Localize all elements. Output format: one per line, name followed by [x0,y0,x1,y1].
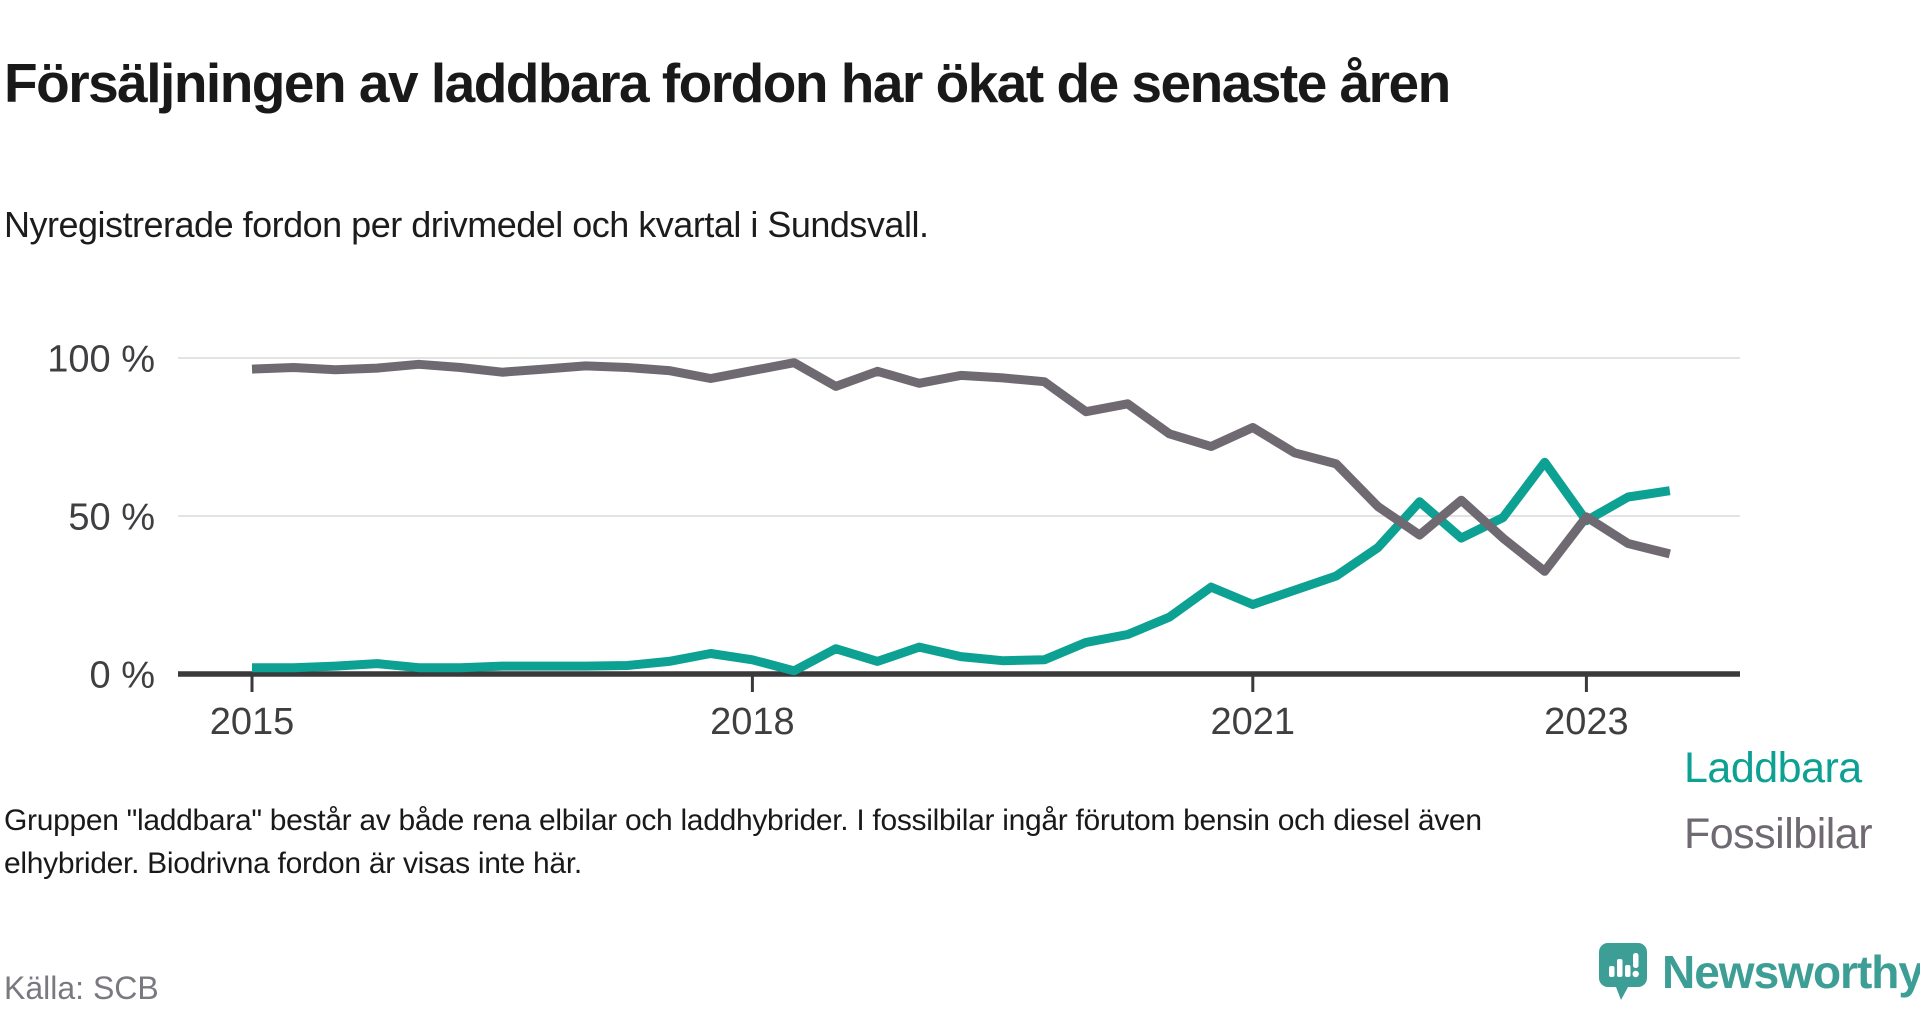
x-tick-label-2021: 2021 [1211,701,1296,743]
line-chart: 100 % 50 % 0 % 2015 2018 2021 2023 Laddbara Fo… [0,280,1920,858]
x-tick-label-2023: 2023 [1544,701,1629,743]
gridlines [178,357,1740,517]
footnote: Gruppen "laddbara" består av både rena e… [4,800,1482,885]
y-tick-label-0: 0 % [90,654,155,696]
x-axis [178,671,1740,692]
series-label-fossilbilar: Fossilbilar [1684,810,1873,858]
chart-subtitle: Nyregistrerade fordon per drivmedel och … [4,204,929,245]
series-line-laddbara [252,457,1671,676]
series-line-fossilbilar [251,358,1671,576]
x-tick-label-2018: 2018 [710,701,795,743]
footnote-line-2: elhybrider. Biodrivna fordon är visas in… [4,846,582,880]
footnote-line-1: Gruppen "laddbara" består av både rena e… [4,804,1482,837]
y-tick-label-100: 100 % [47,338,155,380]
x-tick-label-2015: 2015 [210,701,295,743]
logo-bubble-shape [1599,943,1647,1000]
newsworthy-logo-text: Newsworthy [1662,946,1920,998]
source-credit: Källa: SCB [4,970,159,1006]
y-tick-label-50: 50 % [68,496,155,538]
series-label-laddbara: Laddbara [1684,744,1862,792]
page-title: Försäljningen av laddbara fordon har öka… [4,51,1451,114]
logo-bar-chart-glyph [1609,953,1639,978]
newsworthy-branding: Newsworthy [1598,942,1920,1002]
data-series [251,358,1671,676]
axis-labels: 100 % 50 % 0 % 2015 2018 2021 2023 [47,338,1628,743]
newsworthy-logo-icon [1599,943,1647,1000]
chart-canvas: 100 % 50 % 0 % 2015 2018 2021 2023 [47,338,1740,743]
